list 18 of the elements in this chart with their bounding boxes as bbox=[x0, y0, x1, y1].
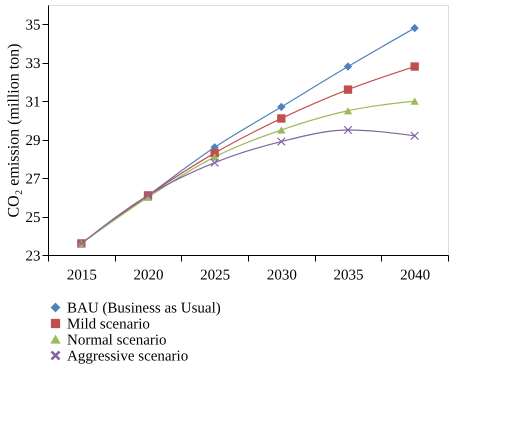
legend-label: Aggressive scenario bbox=[67, 348, 188, 364]
x-tick-label: 2035 bbox=[334, 268, 364, 284]
legend-label: Normal scenario bbox=[67, 332, 167, 348]
y-tick-label: 33 bbox=[26, 56, 40, 72]
x-tick-label: 2030 bbox=[266, 268, 297, 284]
legend-label: BAU (Business as Usual) bbox=[67, 300, 221, 316]
y-tick-label: 31 bbox=[26, 94, 40, 111]
legend-label: Mild scenario bbox=[67, 316, 150, 332]
y-tick-label: 29 bbox=[26, 133, 40, 150]
y-axis-title: CO₂ emission (million ton) bbox=[6, 43, 22, 218]
y-tick-label: 35 bbox=[26, 18, 40, 34]
y-tick-label: 27 bbox=[26, 172, 41, 188]
x-tick-label: 2040 bbox=[400, 268, 430, 284]
x-tick-label: 2020 bbox=[134, 268, 164, 284]
y-tick-label: 23 bbox=[26, 248, 40, 264]
x-tick-label: 2015 bbox=[66, 268, 97, 284]
y-tick-label: 25 bbox=[26, 210, 40, 226]
x-tick-label: 2025 bbox=[200, 268, 230, 284]
